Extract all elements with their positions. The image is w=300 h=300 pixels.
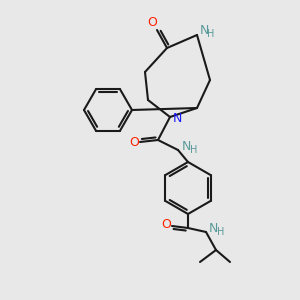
Text: N: N xyxy=(199,23,209,37)
Text: N: N xyxy=(208,223,218,236)
Text: O: O xyxy=(147,16,157,28)
Text: H: H xyxy=(190,145,198,155)
Text: N: N xyxy=(172,112,182,125)
Text: H: H xyxy=(217,227,225,237)
Text: H: H xyxy=(207,29,215,39)
Text: N: N xyxy=(181,140,191,154)
Text: O: O xyxy=(161,218,171,232)
Text: O: O xyxy=(129,136,139,148)
